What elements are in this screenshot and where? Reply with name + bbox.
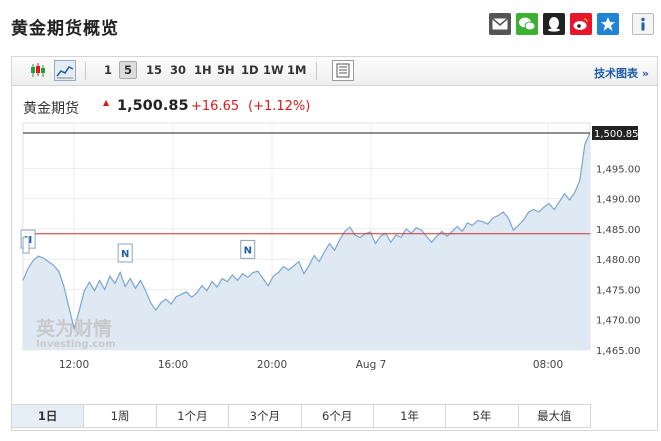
price-line (22, 132, 591, 332)
period-tab-max[interactable]: 最大值 (518, 405, 590, 427)
page-title: 黄金期货概览 (11, 19, 119, 39)
y-tick-label: 1,495.00 (596, 164, 641, 175)
last-price: 1,500.85 (117, 98, 189, 114)
period-tab-1m[interactable]: 1个月 (156, 405, 230, 427)
price-change: +16.65 (191, 99, 240, 114)
price-change-percent: (+1.12%) (248, 99, 311, 114)
qq-icon[interactable] (543, 13, 565, 35)
interval-5[interactable]: 5 (119, 61, 138, 79)
period-tab-1y[interactable]: 1年 (373, 405, 447, 427)
period-tabs: 1日 1周 1个月 3个月 6个月 1年 5年 最大值 (11, 404, 591, 428)
y-tick-label: 1,485.00 (596, 225, 641, 236)
interval-5h[interactable]: 5H (217, 63, 235, 77)
interval-1[interactable]: 1 (104, 63, 113, 77)
toolbar-divider (85, 62, 86, 80)
weibo-icon[interactable] (570, 13, 592, 35)
last-price-label: 1,500.85 (594, 129, 639, 140)
up-arrow-icon: ▲ (103, 98, 110, 107)
y-tick-label: 1,465.00 (596, 346, 641, 357)
news-marker (117, 243, 133, 263)
period-tab-5y[interactable]: 5年 (446, 405, 519, 427)
mail-icon[interactable] (489, 13, 511, 35)
interval-1m[interactable]: 1M (287, 63, 307, 77)
last-price-box (592, 125, 638, 140)
y-tick-label: 1,475.00 (596, 285, 641, 296)
period-tab-3m[interactable]: 3个月 (229, 405, 302, 427)
interval-15[interactable]: 15 (146, 63, 163, 77)
price-chart[interactable]: 1,465.00 1,470.00 1,475.00 1,480.00 1,485.00… (12, 57, 657, 397)
interval-1h[interactable]: 1H (194, 63, 212, 77)
y-tick-label: 1,490.00 (596, 195, 641, 206)
interval-30[interactable]: 30 (170, 63, 187, 77)
period-tab-6m[interactable]: 6个月 (301, 405, 374, 427)
candlestick-icon[interactable] (27, 60, 49, 81)
interval-1d[interactable]: 1D (241, 63, 259, 77)
x-tick-label: Aug 7 (356, 359, 387, 371)
period-tab-1d[interactable]: 1日 (12, 405, 85, 427)
price-area (23, 133, 590, 350)
x-tick-label: 20:00 (257, 359, 287, 371)
page-header: 黄金期货概览 (0, 0, 661, 48)
news-marker-partial (22, 236, 30, 254)
area-chart-icon[interactable] (54, 60, 76, 81)
period-tab-1w[interactable]: 1周 (84, 405, 157, 427)
wechat-icon[interactable] (516, 13, 538, 35)
y-tick-label: 1,480.00 (596, 255, 641, 266)
x-tick-label: 08:00 (533, 359, 563, 371)
x-tick-label: 16:00 (158, 359, 188, 371)
news-marker (240, 239, 256, 259)
y-tick-label: 1,470.00 (596, 316, 641, 327)
toolbar-divider (316, 62, 317, 80)
watermark-en: Investing.com (36, 339, 116, 350)
info-icon[interactable] (632, 13, 654, 35)
technical-chart-link[interactable]: 技术图表 » (594, 67, 649, 80)
qzone-icon[interactable] (597, 13, 619, 35)
interval-1w[interactable]: 1W (263, 63, 284, 77)
x-tick-label: 12:00 (59, 359, 89, 371)
chart-toolbar: 1 5 15 30 1H 5H 1D 1W 1M 技术图表 » (12, 57, 657, 86)
instrument-name: 黄金期货 (23, 101, 79, 117)
chart-panel: 1 5 15 30 1H 5H 1D 1W 1M 技术图表 » 黄金期货 ▲ 1… (11, 56, 658, 431)
news-marker-label: N (244, 245, 252, 256)
watermark-cn: 英为财情 (36, 317, 112, 340)
news-marker-label: N (121, 249, 129, 260)
chart-settings-icon[interactable] (332, 60, 354, 81)
